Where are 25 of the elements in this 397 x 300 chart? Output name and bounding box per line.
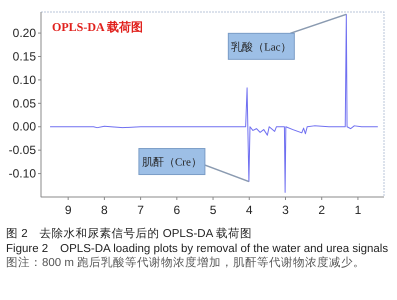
x-tick-label: 6 [173,203,180,217]
x-tick-label: 8 [101,203,108,217]
y-tick-label: 0.15 [12,49,36,64]
caption: 图 2 去除水和尿素信号后的 OPLS-DA 载荷图 [6,227,253,242]
y-tick-label: 0.10 [12,72,36,87]
x-tick-label: 4 [246,203,253,217]
x-tick-label: 5 [210,203,217,217]
annotation: 乳酸（Lac） [231,40,292,54]
x-tick-label: 2 [318,203,326,217]
x-tick-label: 1 [354,203,362,217]
callout: 肌酐（Cre） [138,148,250,182]
annotation: 肌酐（Cre） [142,156,202,169]
y-tick-label: -0.05 [8,143,36,158]
x-tick-label: 7 [137,203,144,217]
text: 图注：800 m 跑后乳酸等代谢物浓度增加，肌酐等代谢物浓度减少。 [6,256,366,270]
callout: 乳酸（Lac） [228,14,347,60]
x-tick-label: 9 [64,203,72,217]
y-tick-label: 0.05 [12,96,36,110]
text: OPLS-DA 载荷图 [52,20,144,34]
line-series [50,14,378,193]
x-tick-label: 3 [282,203,290,217]
caption: Figure 2 OPLS-DA loading plots by removal of the water and urea signals [6,242,390,256]
y-tick-label: -0.10 [8,166,36,181]
y-tick-label: 0.00 [12,120,36,134]
y-tick-label: 0.20 [12,26,36,40]
